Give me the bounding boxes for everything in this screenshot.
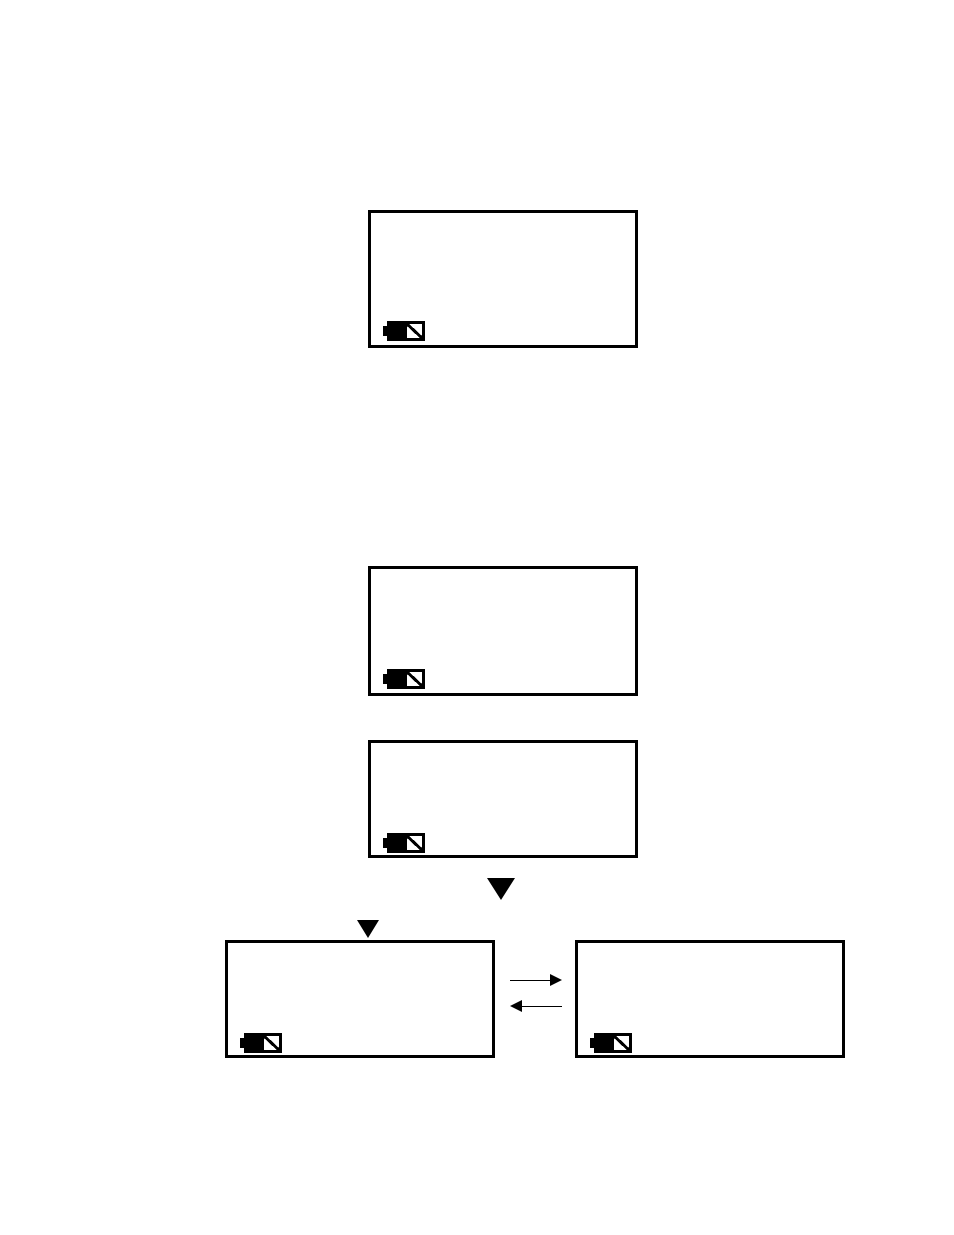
panel-3 <box>368 740 638 858</box>
battery-icon <box>590 1033 632 1053</box>
battery-icon <box>383 669 425 689</box>
panel-2 <box>368 566 638 696</box>
battery-icon <box>383 321 425 341</box>
arrow-right-icon <box>510 980 550 981</box>
panel-1 <box>368 210 638 348</box>
page-canvas <box>0 0 954 1235</box>
chevron-down-icon <box>487 878 515 900</box>
panel-5 <box>575 940 845 1058</box>
arrow-left-icon <box>522 1006 562 1007</box>
arrow-right-head <box>550 974 562 986</box>
battery-icon <box>383 833 425 853</box>
arrow-left-head <box>510 1000 522 1012</box>
panel-4 <box>225 940 495 1058</box>
chevron-down-icon <box>357 920 379 938</box>
battery-icon <box>240 1033 282 1053</box>
